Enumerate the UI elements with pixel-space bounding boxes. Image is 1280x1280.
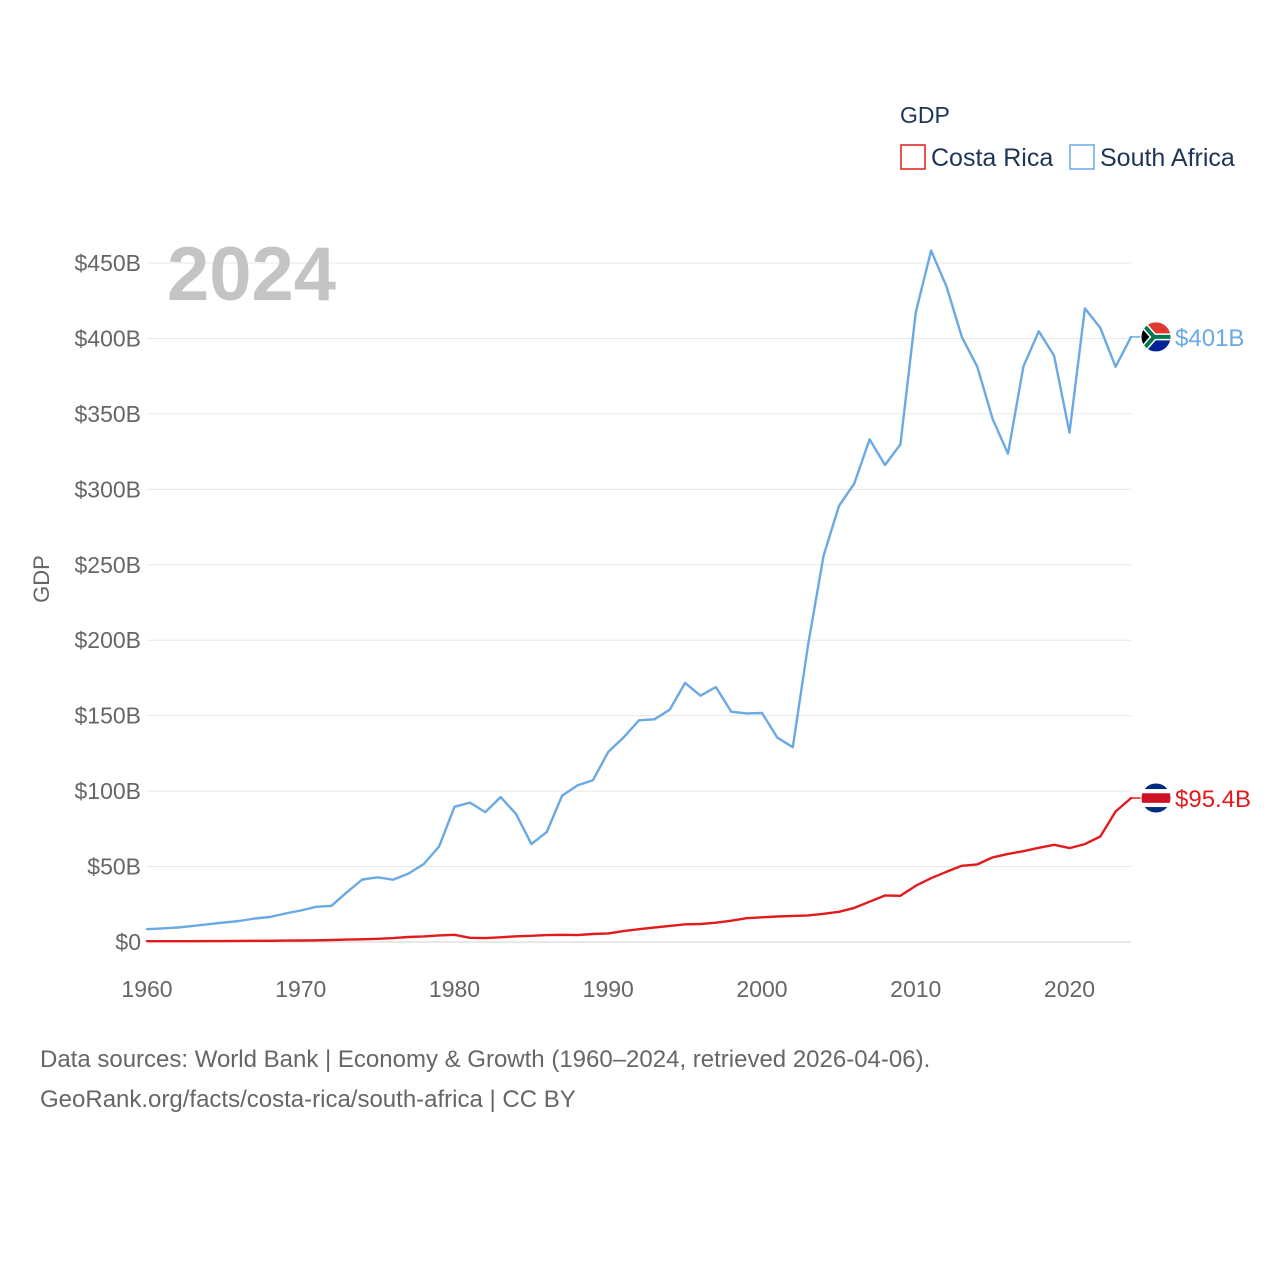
source-line-2: GeoRank.org/facts/costa-rica/south-afric… xyxy=(40,1086,576,1113)
y-tick-label: $0 xyxy=(115,929,141,955)
legend-item-south-africa[interactable]: South Africa xyxy=(1069,144,1235,172)
grid-lines xyxy=(147,262,1131,943)
y-tick-label: $350B xyxy=(74,401,141,427)
legend-swatch-south-africa xyxy=(1069,144,1095,170)
y-tick-label: $100B xyxy=(74,778,141,804)
source-line-1: Data sources: World Bank | Economy & Gro… xyxy=(40,1046,931,1073)
legend-swatch-costa-rica xyxy=(900,144,926,170)
end-value-label-costa-rica: $95.4B xyxy=(1175,786,1251,813)
y-axis-title: GDP xyxy=(29,555,54,603)
x-tick-label: 2000 xyxy=(736,976,787,1002)
x-tick-label: 2020 xyxy=(1044,976,1095,1002)
legend-item-costa-rica[interactable]: Costa Rica xyxy=(900,144,1053,172)
x-tick-label: 1970 xyxy=(275,976,326,1002)
y-tick-label: $450B xyxy=(74,250,141,276)
legend: GDP Costa Rica South Africa xyxy=(900,102,1235,172)
legend-label-south-africa: South Africa xyxy=(1100,144,1235,172)
x-tick-label: 1980 xyxy=(429,976,480,1002)
x-tick-label: 1990 xyxy=(583,976,634,1002)
x-tick-label: 1960 xyxy=(121,976,172,1002)
series-line-costa-rica[interactable] xyxy=(145,796,1133,943)
axes: $0 $50B $100B $150B $200B $250B $300B $350B $400… xyxy=(29,250,1095,1002)
end-value-label-south-africa: $401B xyxy=(1175,325,1244,352)
y-tick-label: $200B xyxy=(74,627,141,653)
y-tick-label: $400B xyxy=(74,325,141,351)
legend-label-costa-rica: Costa Rica xyxy=(931,144,1053,172)
costa-rica-flag-icon xyxy=(1140,782,1172,814)
y-tick-label: $50B xyxy=(87,854,141,880)
y-tick-label: $250B xyxy=(74,552,141,578)
series-line-south-africa[interactable] xyxy=(145,249,1133,931)
south-africa-flag-icon xyxy=(1140,321,1172,353)
year-label: 2024 xyxy=(167,232,336,317)
legend-title: GDP xyxy=(900,102,950,128)
x-tick-label: 2010 xyxy=(890,976,941,1002)
y-tick-label: $300B xyxy=(74,476,141,502)
data-source-note: Data sources: World Bank | Economy & Gro… xyxy=(40,1040,1240,1120)
series-lines: $95.4B $401B xyxy=(145,249,1251,943)
y-tick-label: $150B xyxy=(74,703,141,729)
